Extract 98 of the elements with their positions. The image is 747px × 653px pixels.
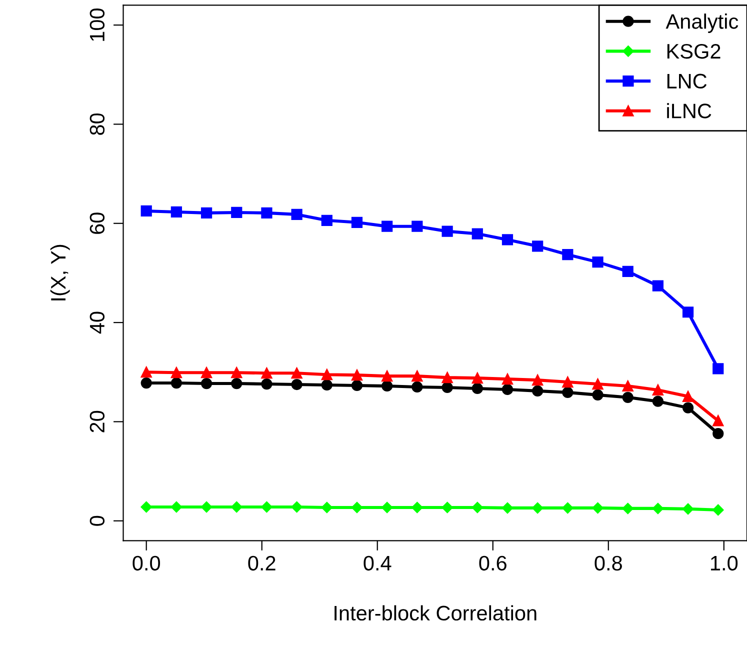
point <box>682 306 694 318</box>
point <box>442 226 453 237</box>
point <box>382 220 393 232</box>
point <box>231 206 242 218</box>
point <box>562 386 574 398</box>
point <box>502 502 514 514</box>
point <box>231 378 242 390</box>
point <box>592 256 604 268</box>
point <box>682 503 694 515</box>
x-tick-label: 1.0 <box>711 556 738 571</box>
point <box>291 368 302 379</box>
point <box>502 384 514 396</box>
point <box>532 374 544 386</box>
y-tick-label: 0 <box>90 516 105 526</box>
point <box>231 367 242 378</box>
point <box>140 501 152 513</box>
x-axis-title: Inter-block Correlation <box>334 605 536 621</box>
x-tick-label: 0.2 <box>248 556 276 571</box>
point <box>321 214 332 226</box>
point <box>592 389 604 400</box>
x-tick-label: 0.4 <box>364 556 392 571</box>
point <box>592 502 604 514</box>
point <box>652 502 664 514</box>
x-tick-label: 0.8 <box>594 556 622 571</box>
point <box>562 249 574 260</box>
point <box>622 380 634 392</box>
point <box>231 501 242 513</box>
point <box>291 208 302 220</box>
point <box>622 502 634 514</box>
point <box>682 402 694 414</box>
point <box>170 206 182 218</box>
point <box>170 377 182 389</box>
legend-label: iLNC <box>667 103 712 118</box>
point <box>381 502 393 514</box>
point <box>562 502 574 514</box>
y-tick-label: 60 <box>90 212 105 234</box>
point <box>562 376 574 388</box>
point <box>712 428 724 440</box>
point <box>442 372 453 384</box>
point <box>140 366 152 378</box>
point <box>472 502 484 514</box>
y-tick-label: 80 <box>90 113 105 135</box>
point <box>532 385 544 397</box>
point <box>261 368 272 379</box>
point <box>412 381 423 393</box>
point <box>170 367 182 378</box>
point <box>200 378 212 390</box>
point <box>382 370 393 382</box>
y-tick-label: 40 <box>90 312 105 334</box>
legend-label: KSG2 <box>667 44 720 59</box>
x-tick-label: 0.0 <box>132 556 160 571</box>
point <box>652 396 664 407</box>
point <box>712 363 724 374</box>
point <box>502 374 514 385</box>
point <box>442 382 453 394</box>
point <box>351 216 363 228</box>
point <box>532 502 544 514</box>
point <box>412 502 423 514</box>
point <box>412 370 423 382</box>
point <box>412 220 423 232</box>
point <box>291 378 302 390</box>
point <box>712 504 724 516</box>
x-tick-label: 0.6 <box>479 556 506 571</box>
y-tick-label: 100 <box>90 8 105 41</box>
point <box>291 501 302 513</box>
point <box>592 378 604 390</box>
point <box>472 382 483 394</box>
y-tick-label: 20 <box>90 410 105 432</box>
point <box>321 379 332 391</box>
legend-label: LNC <box>667 74 707 89</box>
point <box>622 392 634 403</box>
point <box>261 207 272 219</box>
point <box>321 502 332 514</box>
point <box>472 372 483 384</box>
point <box>261 501 272 513</box>
point <box>622 266 634 278</box>
point <box>472 228 483 240</box>
point <box>351 502 363 514</box>
point <box>682 390 694 402</box>
point <box>351 380 363 392</box>
point <box>170 501 182 513</box>
point <box>140 377 152 389</box>
point <box>652 384 664 396</box>
point <box>532 240 544 252</box>
point <box>351 370 363 381</box>
point <box>382 380 393 392</box>
point <box>442 502 453 514</box>
point <box>140 205 152 217</box>
y-axis-title: I(X, Y) <box>50 244 70 300</box>
point <box>502 234 514 246</box>
point <box>712 415 724 426</box>
point <box>200 367 212 378</box>
point <box>200 207 212 219</box>
legend-label: Analytic <box>666 14 738 33</box>
point <box>652 280 664 292</box>
point <box>321 369 332 380</box>
point <box>261 378 272 390</box>
point <box>200 501 212 513</box>
